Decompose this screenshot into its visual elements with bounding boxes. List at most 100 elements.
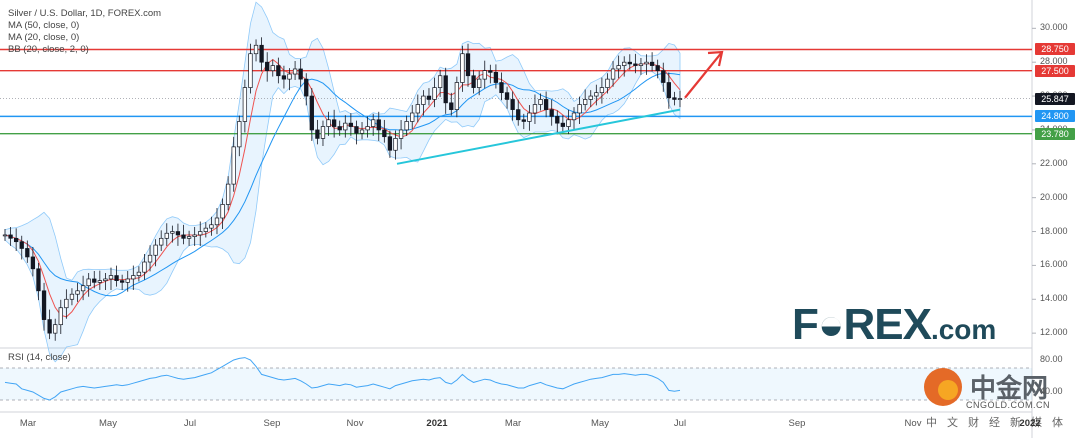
candle-body	[192, 234, 197, 237]
candle-body	[108, 275, 114, 280]
chart-title: Silver / U.S. Dollar, 1D, FOREX.com	[8, 8, 162, 19]
candle-body	[410, 112, 415, 122]
price-tag: 24.800	[1035, 110, 1075, 123]
candle-body	[633, 63, 638, 66]
candle-body	[75, 290, 80, 295]
candle-body	[14, 237, 19, 243]
x-tick-label: 2021	[426, 418, 448, 429]
candle-body	[521, 119, 526, 122]
candle-body	[588, 95, 593, 100]
candle-body	[610, 68, 616, 80]
candle-body	[493, 72, 499, 83]
candle-body	[170, 231, 175, 234]
candle-body	[343, 122, 348, 131]
candle-body	[566, 119, 571, 127]
candle-body	[577, 104, 582, 114]
candle-body	[181, 234, 186, 239]
candle-body	[159, 237, 164, 246]
ma50-line	[4, 72, 681, 297]
candle-body	[125, 278, 130, 283]
candle-body	[376, 119, 381, 131]
x-tick-label: Mar	[19, 418, 37, 429]
rsi-tick-label: 80.00	[1040, 354, 1063, 364]
candle-body	[655, 65, 660, 72]
candle-body	[677, 98, 683, 100]
candle-body	[69, 293, 75, 300]
candle-body	[175, 231, 181, 236]
candle-body	[331, 119, 337, 127]
candle-body	[86, 278, 91, 287]
candle-body	[415, 104, 420, 114]
candle-body	[532, 104, 538, 114]
candle-body	[41, 290, 47, 320]
candle-body	[516, 109, 521, 121]
candle-body	[549, 109, 554, 117]
candle-body	[583, 99, 588, 105]
candle-body	[242, 87, 248, 122]
ma50-legend: MA (50, close, 0)	[8, 20, 80, 31]
forex-o-icon: ◒	[817, 300, 845, 349]
candle-body	[203, 227, 208, 232]
forex-brand-rest: REX	[843, 300, 931, 349]
candle-body	[8, 234, 13, 239]
candle-body	[119, 280, 125, 283]
candle-body	[471, 75, 476, 88]
candle-body	[460, 53, 465, 83]
rsi-tick-label: 40.00	[1040, 386, 1063, 396]
candle-body	[365, 126, 370, 131]
candle-body	[147, 254, 153, 263]
candle-body	[398, 129, 404, 139]
rsi-band	[0, 368, 1032, 400]
cngold-tagline: 中文财经新媒体	[926, 417, 1073, 429]
price-tag: 23.780	[1035, 127, 1075, 140]
cngold-name: 中金网	[970, 373, 1049, 403]
candle-body	[114, 275, 119, 281]
bollinger-band	[4, 1, 681, 363]
candle-body	[638, 63, 644, 66]
candle-body	[605, 78, 610, 88]
projection-arrow-head	[707, 50, 724, 67]
candle-body	[153, 244, 158, 256]
projection-arrow-line	[684, 51, 723, 99]
candle-body	[97, 280, 102, 283]
support-trendline	[396, 108, 681, 165]
chart-legend: Silver / U.S. Dollar, 1D, FOREX.com MA (…	[8, 8, 161, 56]
candle-body	[622, 61, 627, 66]
candle-body	[253, 44, 259, 55]
candle-body	[499, 82, 504, 94]
candle-body	[571, 112, 577, 121]
candle-body	[315, 129, 320, 139]
candle-body	[504, 92, 510, 100]
price-tag: 27.500	[1035, 64, 1075, 77]
candle-body	[354, 126, 359, 134]
candle-body	[186, 236, 192, 239]
rsi-line	[4, 357, 681, 401]
forex-brand-com: .com	[930, 314, 997, 345]
bb-legend: BB (20, close, 2, 0)	[8, 44, 89, 55]
candle-body	[198, 231, 203, 236]
x-tick-label: May	[591, 418, 609, 429]
price-tick-label: 12.000	[1040, 327, 1068, 338]
candle-body	[421, 95, 426, 105]
forex-brand-f: F	[792, 300, 819, 349]
rsi-legend: RSI (14, close)	[8, 352, 71, 363]
x-tick-label: Jul	[673, 418, 687, 429]
candle-body	[527, 112, 532, 122]
candle-body	[292, 68, 298, 75]
price-tick-label: 18.000	[1040, 225, 1068, 236]
candle-body	[47, 319, 52, 334]
candle-body	[220, 204, 225, 219]
candle-body	[25, 248, 30, 258]
candle-body	[465, 53, 471, 77]
candle-body	[672, 97, 677, 100]
x-tick-label: Jul	[183, 418, 197, 429]
price-tick-label: 22.000	[1040, 157, 1068, 168]
candle-body	[36, 268, 41, 292]
candle-body	[320, 126, 326, 139]
candle-body	[488, 70, 493, 73]
candle-body	[382, 129, 387, 138]
candle-body	[449, 102, 454, 110]
candle-body	[644, 61, 649, 65]
candle-body	[538, 99, 543, 105]
